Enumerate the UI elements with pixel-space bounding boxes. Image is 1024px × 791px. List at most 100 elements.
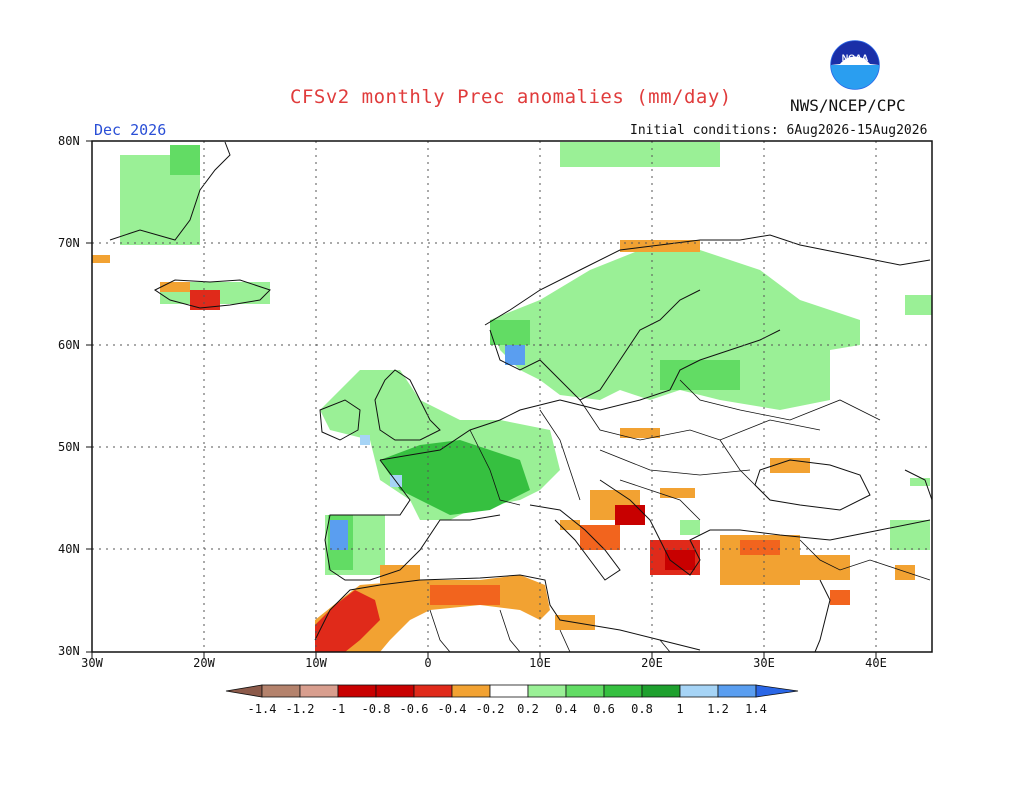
ireland-coast bbox=[319, 399, 361, 441]
colorbar-label: 0.8 bbox=[631, 702, 653, 716]
italy-coast bbox=[529, 504, 621, 581]
anomaly-cell bbox=[490, 320, 530, 345]
anomaly-area bbox=[490, 250, 860, 410]
lat-label: 30N bbox=[58, 644, 80, 658]
map-frame bbox=[91, 140, 933, 653]
lat-label: 80N bbox=[58, 134, 80, 148]
anomaly-area bbox=[380, 440, 530, 515]
colorbar-cell bbox=[679, 684, 719, 698]
anomaly-cell bbox=[665, 550, 695, 570]
colorbar-cell bbox=[489, 684, 529, 698]
colorbar-right-arrow bbox=[755, 684, 799, 698]
colorbar-cell bbox=[527, 684, 567, 698]
anomaly-cell bbox=[830, 590, 850, 605]
colorbar-cell bbox=[337, 684, 377, 698]
colorbar-label: -0.8 bbox=[361, 702, 391, 716]
colorbar-label: -0.6 bbox=[399, 702, 429, 716]
logo-text: NOAA bbox=[842, 53, 869, 63]
colorbar-label: 0.6 bbox=[593, 702, 615, 716]
balkans-coast bbox=[599, 479, 931, 576]
lat-label: 40N bbox=[58, 542, 80, 556]
anomaly-cell bbox=[910, 478, 930, 486]
anomaly-area bbox=[315, 590, 380, 652]
colorbar-label: -1.4 bbox=[247, 702, 277, 716]
colorbar-label: -0.2 bbox=[475, 702, 505, 716]
anomaly-cell bbox=[560, 520, 580, 530]
anomaly-cell bbox=[160, 282, 190, 292]
colorbar-cell bbox=[413, 684, 453, 698]
lat-label: 50N bbox=[58, 440, 80, 454]
anomaly-cell bbox=[620, 428, 660, 438]
anomaly-cell bbox=[890, 520, 930, 550]
anomaly-cell bbox=[330, 520, 348, 550]
anomaly-cell bbox=[660, 488, 695, 498]
anomaly-cell bbox=[380, 565, 420, 585]
west-europe-coast bbox=[379, 399, 561, 461]
anomaly-cell bbox=[560, 142, 720, 167]
country-borders bbox=[429, 379, 931, 652]
lat-label: 60N bbox=[58, 338, 80, 352]
anomaly-cell bbox=[660, 360, 740, 390]
lon-label: 30W bbox=[81, 656, 103, 670]
anomaly-cell bbox=[190, 290, 220, 310]
colorbar-left-arrow bbox=[225, 684, 263, 698]
colorbar-label: 1.2 bbox=[707, 702, 729, 716]
anomaly-cell bbox=[170, 145, 200, 175]
anomaly-cell bbox=[360, 435, 370, 445]
anomaly-cell bbox=[740, 540, 780, 555]
baltic-coast bbox=[559, 329, 781, 411]
map-title: CFSv2 monthly Prec anomalies (mm/day) bbox=[290, 86, 732, 108]
anomaly-cell bbox=[615, 505, 645, 525]
tick-marks bbox=[86, 140, 877, 658]
lon-label: 40E bbox=[865, 656, 887, 670]
lon-label: 30E bbox=[753, 656, 775, 670]
colorbar-cell bbox=[641, 684, 681, 698]
levant-coast bbox=[814, 579, 831, 652]
colorbar-label: 1.4 bbox=[745, 702, 767, 716]
colorbar-label: 0.4 bbox=[555, 702, 577, 716]
anomaly-cell bbox=[905, 295, 932, 315]
anomaly-layer bbox=[92, 142, 932, 652]
colorbar-label: 1 bbox=[676, 702, 684, 716]
colorbar-cell bbox=[375, 684, 415, 698]
colorbar-cell bbox=[603, 684, 643, 698]
initial-conditions-label: Initial conditions: 6Aug2026-15Aug2026 bbox=[630, 123, 928, 138]
scandinavia-south bbox=[489, 289, 701, 401]
colorbar-cell bbox=[451, 684, 491, 698]
colorbar-cell bbox=[261, 684, 301, 698]
colorbar-label: 0.2 bbox=[517, 702, 539, 716]
anomaly-cell bbox=[895, 565, 915, 580]
lon-label: 10W bbox=[305, 656, 327, 670]
anomaly-cell bbox=[580, 525, 620, 550]
africa-coast bbox=[314, 574, 701, 651]
colorbar-cell bbox=[565, 684, 605, 698]
france-iberia-coast bbox=[324, 459, 501, 581]
lon-label: 20E bbox=[641, 656, 663, 670]
lon-label: 10E bbox=[529, 656, 551, 670]
anomaly-cell bbox=[800, 555, 850, 580]
iceland-coast bbox=[154, 279, 271, 309]
lon-label: 0 bbox=[424, 656, 432, 670]
colorbar bbox=[225, 684, 799, 698]
colorbar-label: -1.2 bbox=[285, 702, 315, 716]
colorbar-label: -1 bbox=[330, 702, 346, 716]
britain-coast bbox=[374, 369, 441, 441]
graticule bbox=[92, 141, 932, 652]
colorbar-cell bbox=[717, 684, 757, 698]
lat-label: 70N bbox=[58, 236, 80, 250]
colorbar-cell bbox=[299, 684, 339, 698]
coastlines bbox=[109, 141, 932, 652]
lon-label: 20W bbox=[193, 656, 215, 670]
agency-label: NWS/NCEP/CPC bbox=[790, 96, 906, 115]
anomaly-cell bbox=[505, 340, 525, 365]
anomaly-cell bbox=[430, 585, 500, 605]
anomaly-cell bbox=[92, 255, 110, 263]
month-label: Dec 2026 bbox=[94, 121, 167, 139]
greenland-coast bbox=[109, 141, 231, 241]
caspian-coast bbox=[904, 469, 932, 501]
black-sea-coast bbox=[754, 459, 871, 511]
anomaly-cell bbox=[680, 520, 700, 535]
colorbar-label: -0.4 bbox=[437, 702, 467, 716]
noaa-logo: NOAA bbox=[830, 40, 880, 90]
